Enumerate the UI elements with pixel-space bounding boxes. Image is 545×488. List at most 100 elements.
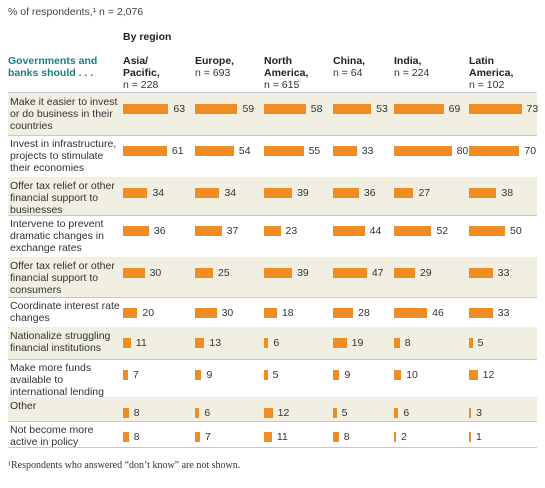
bar-value-label: 18 xyxy=(281,307,294,319)
bar-value-label: 33 xyxy=(497,267,510,279)
bar xyxy=(264,226,281,236)
bar xyxy=(195,408,200,418)
bar-value-label: 7 xyxy=(133,369,139,381)
row-label: Offer tax relief or other financial supp… xyxy=(10,260,115,296)
region-name: China, xyxy=(333,55,366,67)
bar xyxy=(195,432,201,442)
bar xyxy=(394,226,432,236)
row-label: Other xyxy=(10,400,37,412)
bar xyxy=(123,146,167,156)
region-name: Latin America, xyxy=(469,55,514,79)
bar-value-label: 5 xyxy=(341,407,348,419)
bar xyxy=(394,408,399,418)
row-label: Intervene to prevent dramatic changes in… xyxy=(10,218,104,254)
bar-value-label: 9 xyxy=(206,369,213,381)
bar xyxy=(123,268,145,278)
bar xyxy=(123,338,131,348)
region-sample-size: n = 102 xyxy=(469,79,505,91)
bar xyxy=(123,308,138,318)
bar-value-label: 11 xyxy=(276,431,288,443)
bar xyxy=(264,408,273,418)
chart-row: Other 8 6 12 5 6 3 xyxy=(8,397,537,421)
bar-value-label: 63 xyxy=(173,103,186,115)
bar-value-label: 12 xyxy=(277,407,290,419)
row-label: Make it easier to invest or do business … xyxy=(10,96,118,132)
bar-value-label: 59 xyxy=(242,103,255,115)
region-sample-size: n = 64 xyxy=(333,67,363,79)
bar xyxy=(333,338,347,348)
bar-value-label: 6 xyxy=(403,407,410,419)
bar xyxy=(394,370,402,380)
bar xyxy=(195,338,205,348)
region-sample-size: n = 224 xyxy=(394,67,430,79)
bar-value-label: 36 xyxy=(363,187,376,199)
bar xyxy=(469,226,505,236)
bar xyxy=(333,146,357,156)
bar-value-label: 69 xyxy=(448,103,461,115)
bar-value-label: 44 xyxy=(369,225,382,237)
chart-row: Not become more active in policy 8 7 11 8 2 1 xyxy=(8,421,537,448)
bar xyxy=(123,226,149,236)
bar-value-label: 8 xyxy=(343,431,350,443)
bar-value-label: 33 xyxy=(497,307,510,319)
bar-value-label: 6 xyxy=(273,337,280,349)
bar xyxy=(264,104,306,114)
bar-value-label: 38 xyxy=(501,187,514,199)
region-header: China, n = 64 xyxy=(333,55,403,79)
region-header: Europe, n = 693 xyxy=(195,55,265,79)
bar xyxy=(333,104,372,114)
divider xyxy=(8,215,537,216)
bar-value-label: 54 xyxy=(238,145,251,157)
region-header: Asia/ Pacific, n = 228 xyxy=(123,55,193,91)
region-sample-size: n = 693 xyxy=(195,67,231,79)
bar-value-label: 2 xyxy=(401,431,407,443)
bar-value-label: 50 xyxy=(510,225,522,237)
bar-value-label: 3 xyxy=(476,407,482,419)
bar xyxy=(469,432,471,442)
bar xyxy=(264,338,269,348)
bar-value-label: 30 xyxy=(221,307,234,319)
bar-value-label: 8 xyxy=(133,407,140,419)
bar xyxy=(469,146,520,156)
bar xyxy=(195,188,220,198)
chart-row: Offer tax relief or other financial supp… xyxy=(8,177,537,216)
bar-value-label: 6 xyxy=(204,407,211,419)
bar xyxy=(394,146,452,156)
row-label: Coordinate interest rate changes xyxy=(10,300,120,324)
bar xyxy=(264,370,268,380)
bar-value-label: 34 xyxy=(152,187,165,199)
bar xyxy=(264,188,293,198)
row-label: Nationalize struggling financial institu… xyxy=(10,330,111,354)
bar xyxy=(333,226,365,236)
bar xyxy=(195,268,213,278)
bar xyxy=(333,188,359,198)
bar-value-label: 47 xyxy=(371,267,384,279)
bar-value-label: 61 xyxy=(171,145,184,157)
region-sample-size: n = 228 xyxy=(123,79,159,91)
divider xyxy=(8,297,537,298)
bar-value-label: 46 xyxy=(432,307,444,319)
bar xyxy=(333,432,339,442)
bar xyxy=(195,104,238,114)
chart-row: Nationalize struggling financial institu… xyxy=(8,327,537,359)
bar-value-label: 5 xyxy=(272,369,279,381)
bar-value-label: 19 xyxy=(351,337,364,349)
bar xyxy=(469,188,497,198)
bar xyxy=(394,432,396,442)
region-sample-size: n = 615 xyxy=(264,79,300,91)
row-label: Invest in infrastructure, projects to st… xyxy=(10,138,117,174)
bar-value-label: 12 xyxy=(482,369,495,381)
bar xyxy=(394,188,414,198)
bar xyxy=(123,104,169,114)
bar-value-label: 37 xyxy=(226,225,239,237)
bar-value-label: 33 xyxy=(361,145,374,157)
bar xyxy=(394,338,400,348)
bar xyxy=(469,268,493,278)
bar-value-label: 8 xyxy=(133,431,140,443)
divider xyxy=(8,447,537,448)
chart-row: Offer tax relief or other financial supp… xyxy=(8,257,537,297)
footnote: ¹Respondents who answered “don’t know” a… xyxy=(8,460,241,471)
region-header: Latin America, n = 102 xyxy=(469,55,539,91)
bar xyxy=(333,268,367,278)
bar xyxy=(264,308,277,318)
